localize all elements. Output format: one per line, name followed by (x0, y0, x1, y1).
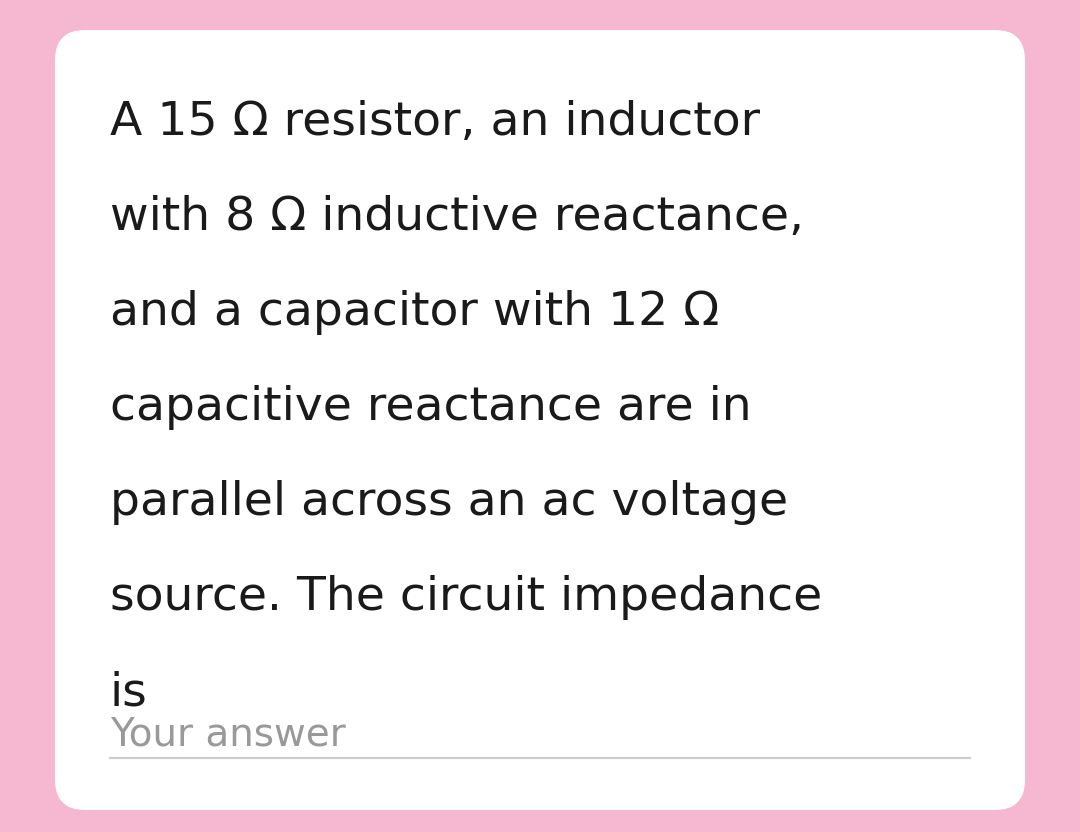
Text: parallel across an ac voltage: parallel across an ac voltage (110, 480, 788, 525)
Text: and a capacitor with 12 Ω: and a capacitor with 12 Ω (110, 290, 719, 335)
Text: is: is (110, 670, 148, 715)
Text: A 15 Ω resistor, an inductor: A 15 Ω resistor, an inductor (110, 100, 760, 145)
Text: with 8 Ω inductive reactance,: with 8 Ω inductive reactance, (110, 195, 804, 240)
Text: source. The circuit impedance: source. The circuit impedance (110, 575, 822, 620)
FancyBboxPatch shape (55, 30, 1025, 810)
Text: capacitive reactance are in: capacitive reactance are in (110, 385, 752, 430)
Text: Your answer: Your answer (110, 715, 346, 753)
